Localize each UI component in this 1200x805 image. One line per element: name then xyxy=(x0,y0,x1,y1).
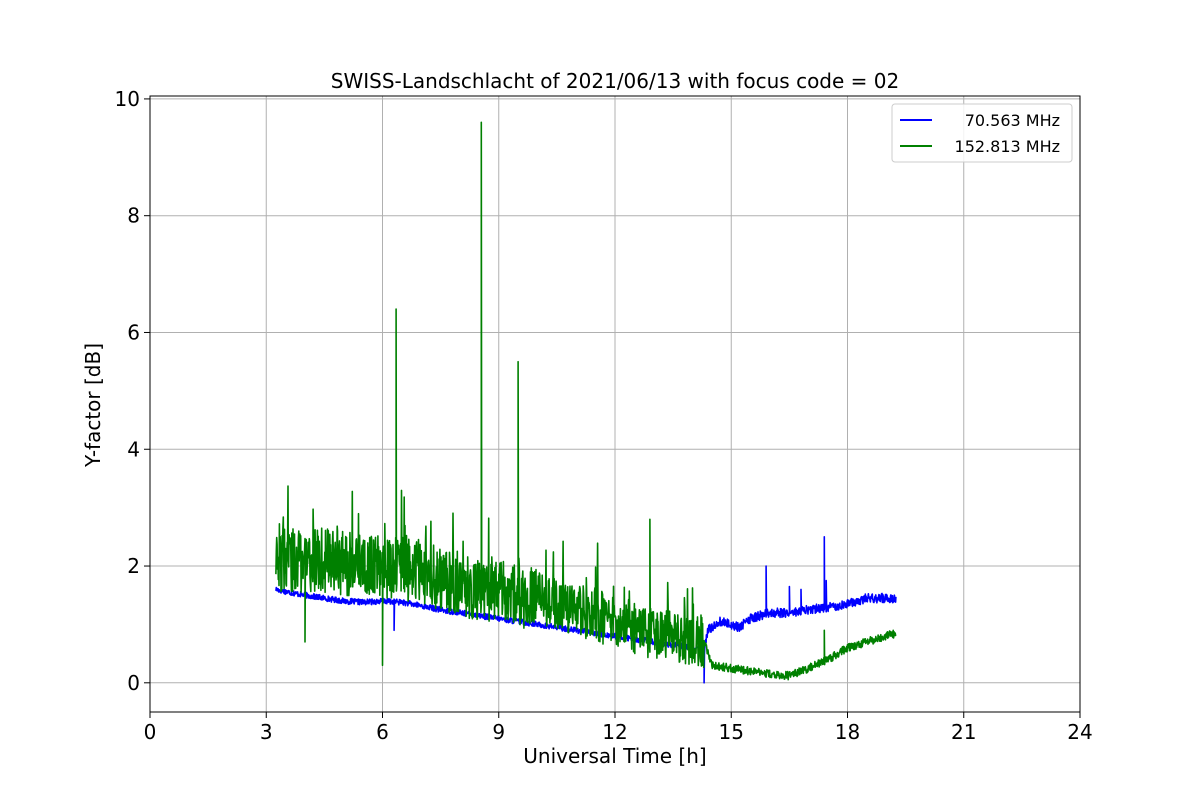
x-tick-label: 0 xyxy=(144,720,157,744)
series-layer xyxy=(275,121,897,684)
legend-box xyxy=(891,103,1073,163)
grid xyxy=(149,96,1081,712)
y-tick-label: 8 xyxy=(127,204,140,228)
x-tick-label: 24 xyxy=(1067,720,1092,744)
x-tick-label: 12 xyxy=(602,720,627,744)
x-tick-label: 3 xyxy=(260,720,273,744)
legend-label: 70.563 MHz xyxy=(965,111,1060,130)
y-tick-label: 0 xyxy=(127,671,140,695)
x-tick-label: 18 xyxy=(835,720,860,744)
y-axis-label: Y-factor [dB] xyxy=(81,343,105,468)
x-tick-label: 21 xyxy=(951,720,976,744)
legend: 70.563 MHz 152.813 MHz xyxy=(891,103,1073,163)
chart-title: SWISS-Landschlacht of 2021/06/13 with fo… xyxy=(331,69,899,93)
y-tick-label: 2 xyxy=(127,554,140,578)
y-tick-label: 4 xyxy=(127,437,140,461)
x-tick-label: 9 xyxy=(492,720,505,744)
series-line-green xyxy=(275,121,897,681)
x-tick-label: 15 xyxy=(719,720,744,744)
y-tick-label: 6 xyxy=(127,320,140,344)
x-tick-label: 6 xyxy=(376,720,389,744)
legend-label: 152.813 MHz xyxy=(955,137,1060,156)
x-axis-label: Universal Time [h] xyxy=(523,744,706,768)
y-tick-label: 10 xyxy=(115,87,140,111)
